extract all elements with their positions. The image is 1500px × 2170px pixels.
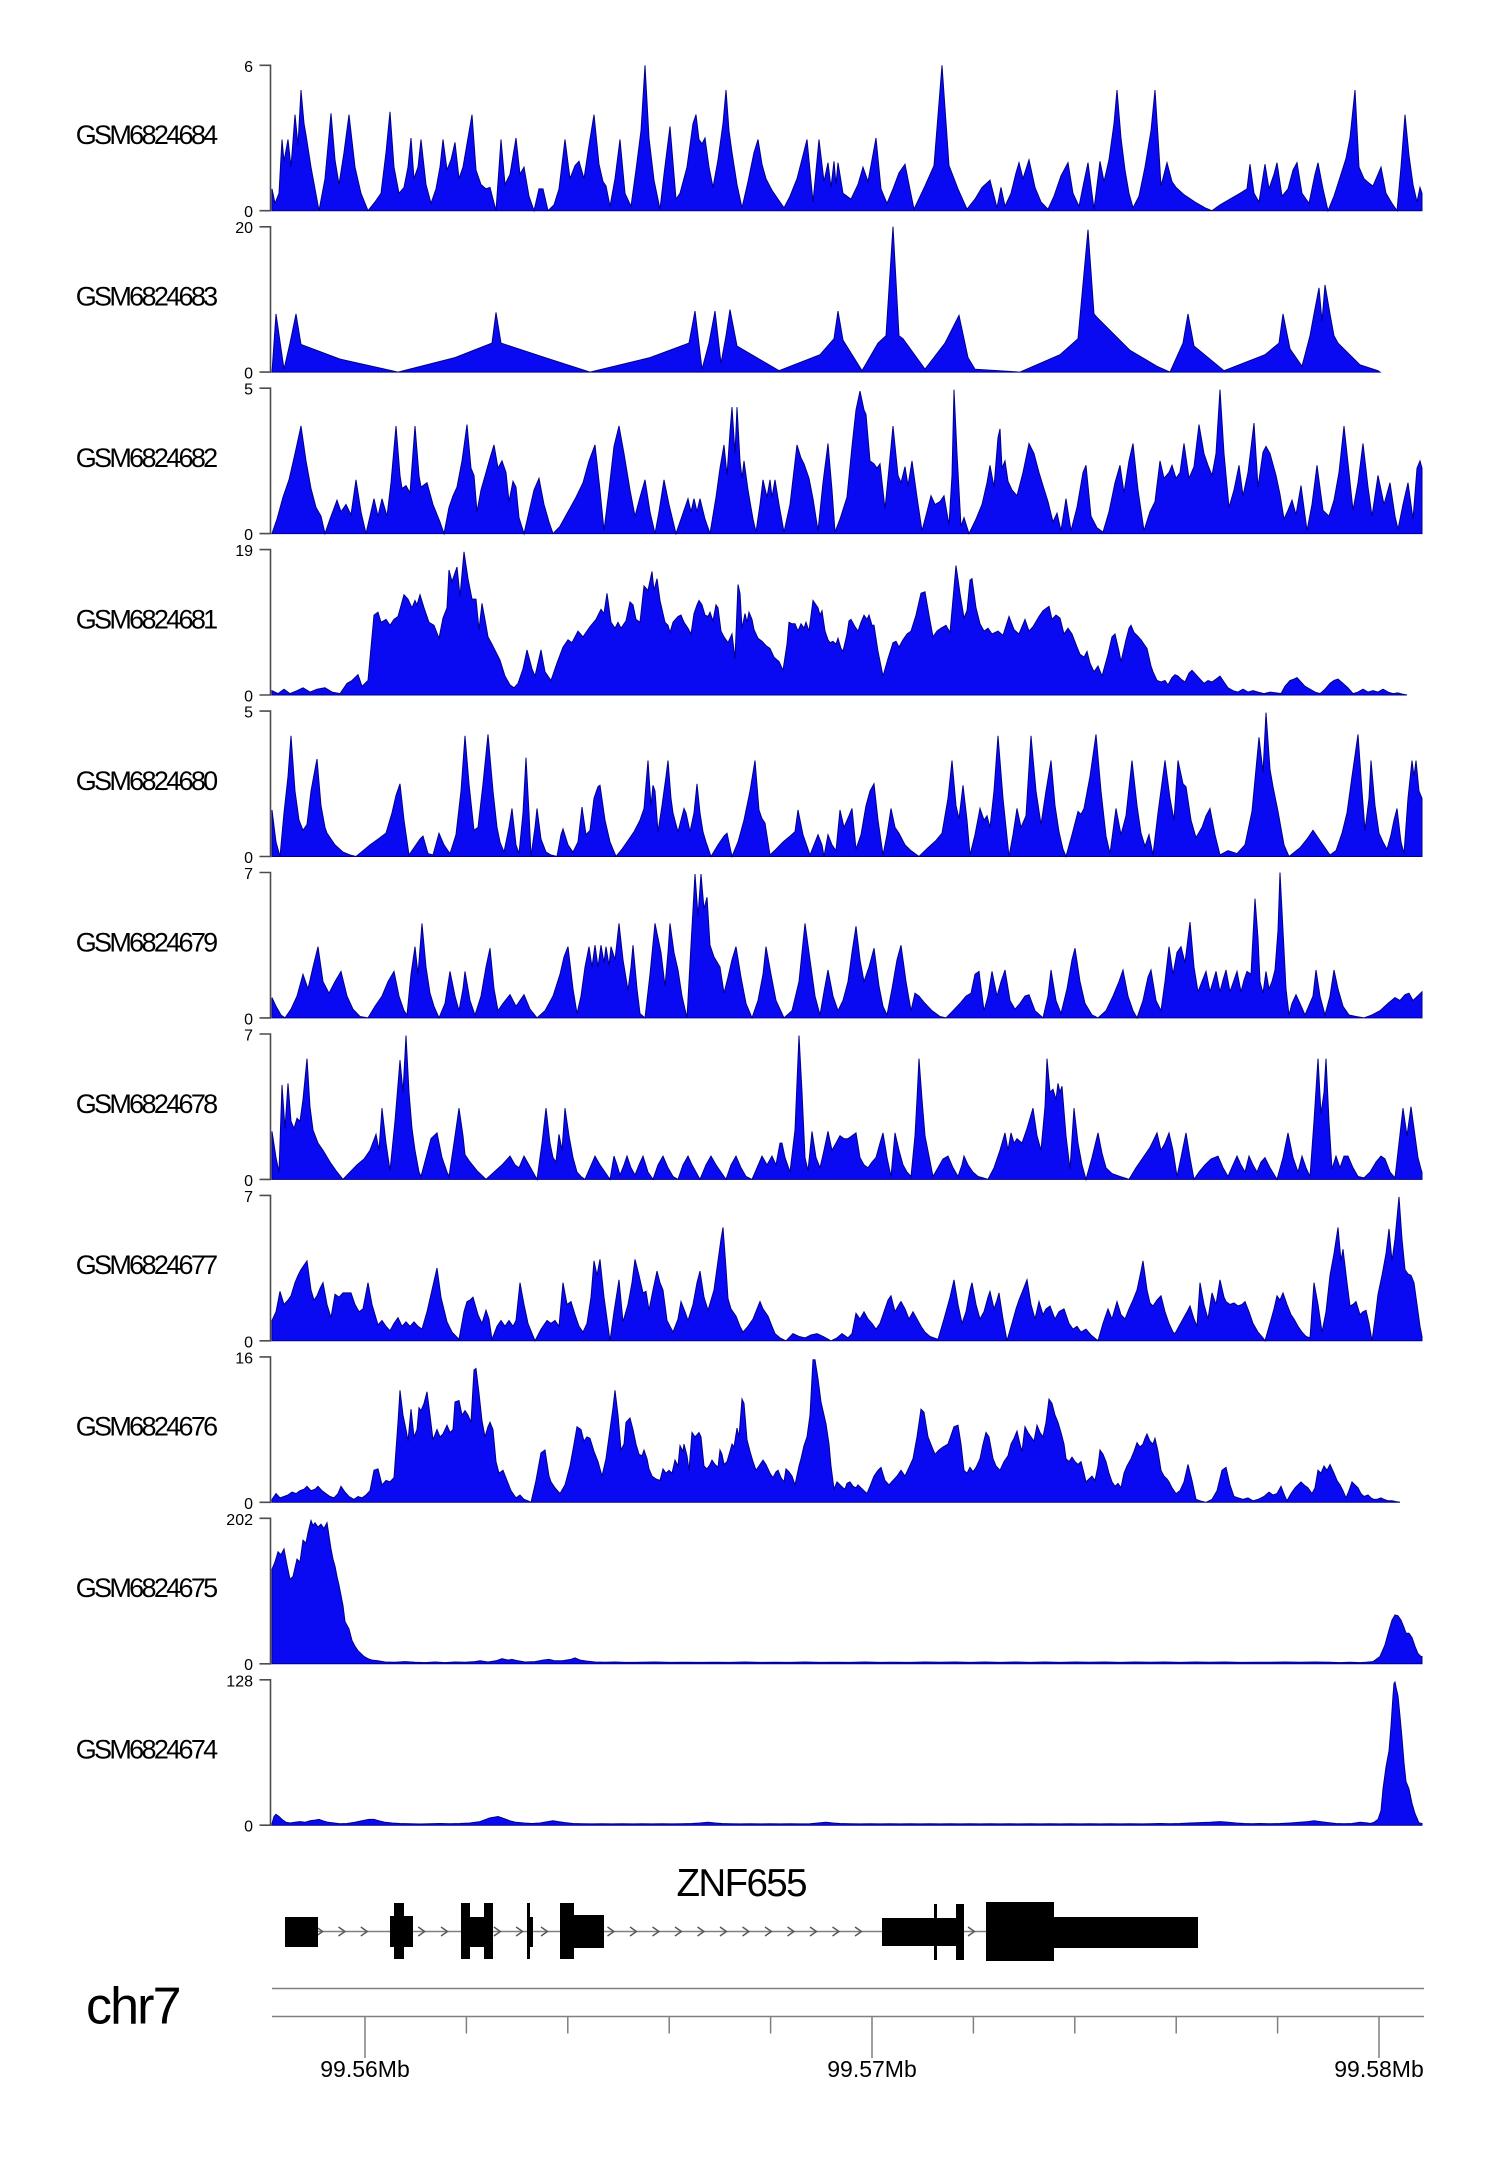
- svg-text:99.58Mb: 99.58Mb: [1334, 2056, 1424, 2082]
- svg-text:7: 7: [244, 1028, 253, 1045]
- svg-text:6: 6: [244, 59, 253, 76]
- svg-text:5: 5: [244, 382, 253, 399]
- svg-text:16: 16: [235, 1350, 253, 1367]
- svg-text:GSM6824679: GSM6824679: [76, 927, 219, 957]
- svg-text:0: 0: [244, 1657, 253, 1674]
- svg-text:GSM6824676: GSM6824676: [76, 1412, 219, 1442]
- svg-text:0: 0: [244, 1496, 253, 1513]
- svg-text:0: 0: [244, 366, 253, 383]
- svg-text:0: 0: [244, 1011, 253, 1028]
- svg-text:0: 0: [244, 527, 253, 544]
- svg-text:ZNF655: ZNF655: [677, 1862, 808, 1905]
- svg-text:GSM6824684: GSM6824684: [76, 120, 219, 150]
- svg-text:20: 20: [235, 220, 253, 237]
- svg-text:128: 128: [226, 1673, 253, 1690]
- svg-text:0: 0: [244, 204, 253, 221]
- svg-text:GSM6824681: GSM6824681: [76, 604, 219, 634]
- svg-text:5: 5: [244, 705, 253, 722]
- svg-text:7: 7: [244, 1189, 253, 1206]
- svg-text:GSM6824682: GSM6824682: [76, 443, 219, 473]
- svg-text:GSM6824683: GSM6824683: [76, 282, 219, 312]
- svg-text:GSM6824674: GSM6824674: [76, 1735, 219, 1765]
- svg-text:chr7: chr7: [86, 1978, 182, 2036]
- svg-text:7: 7: [244, 866, 253, 883]
- svg-text:GSM6824680: GSM6824680: [76, 766, 219, 796]
- svg-text:GSM6824678: GSM6824678: [76, 1089, 219, 1119]
- svg-text:202: 202: [226, 1512, 253, 1529]
- svg-text:0: 0: [244, 1173, 253, 1190]
- svg-text:99.56Mb: 99.56Mb: [320, 2056, 410, 2082]
- svg-text:99.57Mb: 99.57Mb: [827, 2056, 917, 2082]
- svg-text:GSM6824677: GSM6824677: [76, 1250, 219, 1280]
- svg-text:GSM6824675: GSM6824675: [76, 1573, 219, 1603]
- svg-text:0: 0: [244, 850, 253, 867]
- svg-text:0: 0: [244, 1334, 253, 1351]
- svg-text:19: 19: [235, 543, 253, 560]
- svg-text:0: 0: [244, 689, 253, 706]
- svg-text:0: 0: [244, 1819, 253, 1836]
